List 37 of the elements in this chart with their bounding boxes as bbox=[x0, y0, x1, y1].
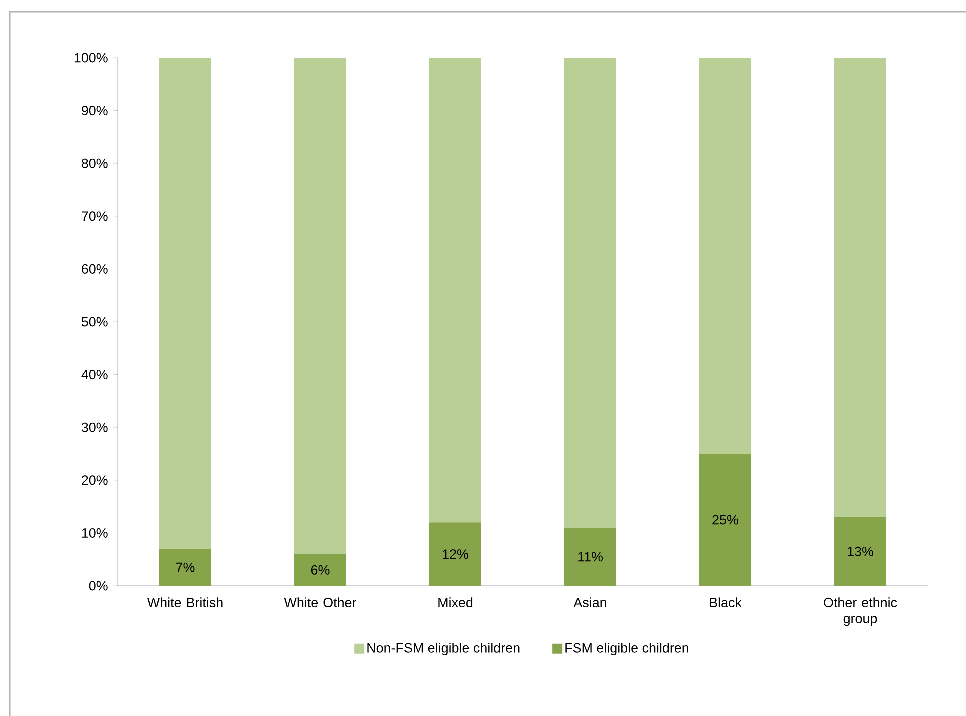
bar bbox=[294, 554, 347, 586]
y-tick-label: 60% bbox=[82, 264, 108, 274]
data-label: 7% bbox=[176, 562, 195, 572]
bar bbox=[700, 454, 752, 586]
bar bbox=[430, 522, 482, 586]
data-label: 11% bbox=[578, 552, 603, 562]
data-label: 6% bbox=[311, 565, 330, 575]
bar bbox=[160, 58, 212, 550]
y-tick-label: 80% bbox=[82, 158, 108, 168]
y-tick-label: 30% bbox=[82, 422, 108, 432]
y-tick-label: 0% bbox=[89, 581, 108, 591]
legend-label: FSM eligible children bbox=[566, 642, 688, 656]
data-label: 13% bbox=[848, 546, 874, 556]
bar bbox=[564, 58, 617, 528]
x-tick-label: Other ethnic group bbox=[824, 598, 898, 626]
bar bbox=[700, 58, 752, 454]
x-tick-label: White Other bbox=[284, 598, 357, 608]
data-label: 25% bbox=[712, 515, 738, 525]
y-tick-label: 50% bbox=[82, 317, 108, 327]
y-tick-label: 20% bbox=[82, 476, 108, 486]
bar bbox=[294, 58, 347, 554]
bar bbox=[564, 528, 617, 586]
y-tick-label: 40% bbox=[82, 370, 108, 380]
data-label: 12% bbox=[443, 550, 468, 560]
y-tick-label: 70% bbox=[82, 212, 108, 222]
x-tick-label: Asian bbox=[574, 598, 606, 608]
bar bbox=[430, 58, 482, 523]
y-tick-label: 90% bbox=[82, 106, 108, 116]
bar bbox=[834, 58, 887, 518]
y-tick-label: 10% bbox=[82, 528, 108, 538]
x-tick-label: White British bbox=[147, 598, 223, 608]
bar bbox=[834, 517, 887, 586]
x-tick-label: Black bbox=[710, 598, 742, 608]
y-tick-label: 100% bbox=[74, 53, 108, 63]
legend-label: Non-FSM eligible children bbox=[368, 642, 520, 656]
bar bbox=[160, 549, 212, 586]
x-tick-label: Mixed bbox=[438, 598, 473, 608]
